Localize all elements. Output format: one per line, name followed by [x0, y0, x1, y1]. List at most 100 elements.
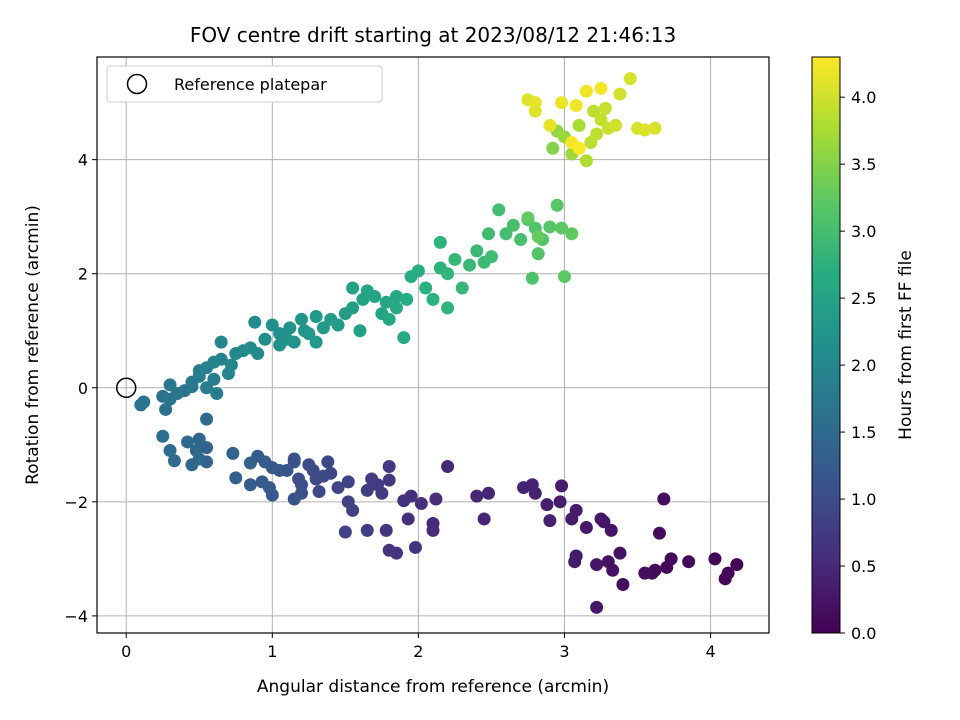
data-point: [579, 520, 593, 534]
data-point: [389, 301, 403, 315]
data-point: [521, 211, 535, 225]
y-tick-label: −2: [64, 493, 88, 512]
data-point: [287, 335, 301, 349]
y-axis-label: Rotation from reference (arcmin): [23, 205, 43, 485]
data-point: [192, 452, 206, 466]
data-point: [159, 402, 173, 416]
y-tick-label: 4: [78, 151, 88, 170]
data-point: [248, 315, 262, 329]
data-point: [543, 514, 557, 528]
data-point: [214, 335, 228, 349]
y-tick-label: 0: [78, 379, 88, 398]
data-point: [601, 555, 615, 569]
data-point: [525, 271, 539, 285]
plot-frame: [96, 56, 770, 634]
legend-label: Reference platepar: [174, 75, 327, 94]
data-point: [316, 469, 330, 483]
y-tick-label: −4: [64, 607, 88, 626]
data-point: [623, 72, 637, 86]
data-point: [360, 523, 374, 537]
data-point: [482, 227, 496, 241]
data-point: [543, 220, 557, 234]
data-point: [243, 478, 257, 492]
data-point: [477, 512, 491, 526]
data-point: [638, 123, 652, 137]
y-tick-label: 2: [78, 265, 88, 284]
data-point: [401, 512, 415, 526]
data-point: [579, 84, 593, 98]
data-point: [572, 118, 586, 132]
data-point: [379, 523, 393, 537]
data-point: [660, 560, 674, 574]
data-point: [638, 566, 652, 580]
data-point: [514, 232, 528, 246]
data-point: [163, 444, 177, 458]
data-point: [302, 327, 316, 341]
data-point: [555, 96, 569, 110]
y-axis-ticks: −4 −2 0 2 4: [64, 151, 97, 626]
x-tick-label: 4: [705, 642, 715, 661]
data-point: [200, 441, 214, 455]
data-point: [531, 247, 545, 261]
data-point: [441, 301, 455, 315]
colorbar-tick-label: 1.5: [851, 423, 876, 442]
data-point: [243, 456, 257, 470]
data-point: [341, 495, 355, 509]
data-point: [365, 472, 379, 486]
x-axis-ticks: 0 1 2 3 4: [121, 633, 716, 661]
data-point: [321, 455, 335, 469]
data-point: [346, 301, 360, 315]
data-point: [590, 558, 604, 572]
data-point: [648, 121, 662, 135]
colorbar-tick-label: 0.5: [851, 557, 876, 576]
data-point: [616, 578, 630, 592]
colorbar-tick-label: 0.0: [851, 624, 876, 643]
data-point: [341, 475, 355, 489]
data-point: [346, 281, 360, 295]
data-point: [594, 512, 608, 526]
data-point: [429, 492, 443, 506]
data-point: [587, 104, 601, 118]
data-point: [579, 154, 593, 168]
data-point: [499, 227, 513, 241]
data-point: [251, 347, 265, 361]
data-point: [134, 398, 148, 412]
data-point: [426, 292, 440, 306]
colorbar-tick-label: 4.0: [851, 88, 876, 107]
legend-box: [106, 65, 383, 103]
data-point: [555, 479, 569, 493]
data-point: [382, 459, 396, 473]
data-point: [565, 227, 579, 241]
data-point: [484, 250, 498, 264]
x-tick-label: 0: [121, 642, 131, 661]
data-point: [331, 318, 345, 332]
data-point: [482, 486, 496, 500]
data-point: [569, 98, 583, 112]
colorbar-tick-label: 2.5: [851, 289, 876, 308]
data-point: [604, 523, 618, 537]
data-points: [134, 72, 744, 614]
colorbar-tick-label: 2.0: [851, 356, 876, 375]
data-point: [316, 321, 330, 335]
data-point: [568, 555, 582, 569]
data-point: [207, 372, 221, 386]
data-point: [331, 481, 345, 495]
data-point: [590, 600, 604, 614]
data-point: [470, 489, 484, 503]
data-point: [528, 96, 542, 110]
data-point: [613, 87, 627, 101]
chart-title: FOV centre drift starting at 2023/08/12 …: [190, 23, 676, 47]
data-point: [455, 281, 469, 295]
data-point: [309, 335, 323, 349]
data-point: [382, 473, 396, 487]
data-point: [338, 525, 352, 539]
data-point: [192, 432, 206, 446]
data-point: [382, 543, 396, 557]
data-point: [200, 412, 214, 426]
data-point: [557, 270, 571, 284]
data-point: [156, 429, 170, 443]
data-point: [214, 352, 228, 366]
data-point: [590, 127, 604, 141]
data-point: [448, 252, 462, 266]
